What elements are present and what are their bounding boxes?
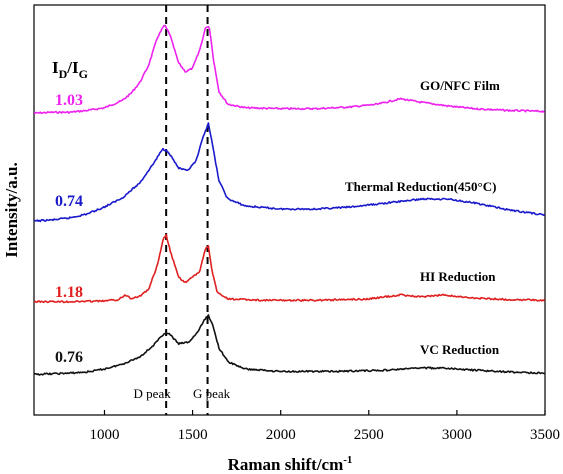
y-axis-title: Intensity/a.u. [2,162,21,257]
series-name-2: HI Reduction [420,269,496,284]
x-tick-label: 2000 [266,427,296,443]
x-axis-title: Raman shift/cm-1 [228,454,353,474]
series-name-3: VC Reduction [420,342,500,357]
x-tick-label: 2500 [354,427,384,443]
x-tick-label: 3000 [442,427,472,443]
peak-label-d: D peak [134,386,172,401]
ratio-header: ID/IG [52,58,88,81]
ratio-value-3: 0.76 [55,349,83,366]
series-line-1 [33,122,546,223]
series-line-3 [33,314,545,376]
ratio-value-2: 1.18 [55,284,83,301]
peak-label-g: G peak [193,386,231,401]
x-tick-label: 1500 [178,427,208,443]
series-name-0: GO/NFC Film [420,78,500,93]
plot-frame [33,4,546,416]
series-name-1: Thermal Reduction(450°C) [345,179,496,194]
ratio-value-1: 0.74 [55,193,83,210]
ratio-value-0: 1.03 [55,92,83,109]
series-line-2 [33,233,546,304]
x-tick-label: 1000 [89,427,119,443]
series-line-0 [34,24,545,115]
x-tick-label: 3500 [530,427,560,443]
